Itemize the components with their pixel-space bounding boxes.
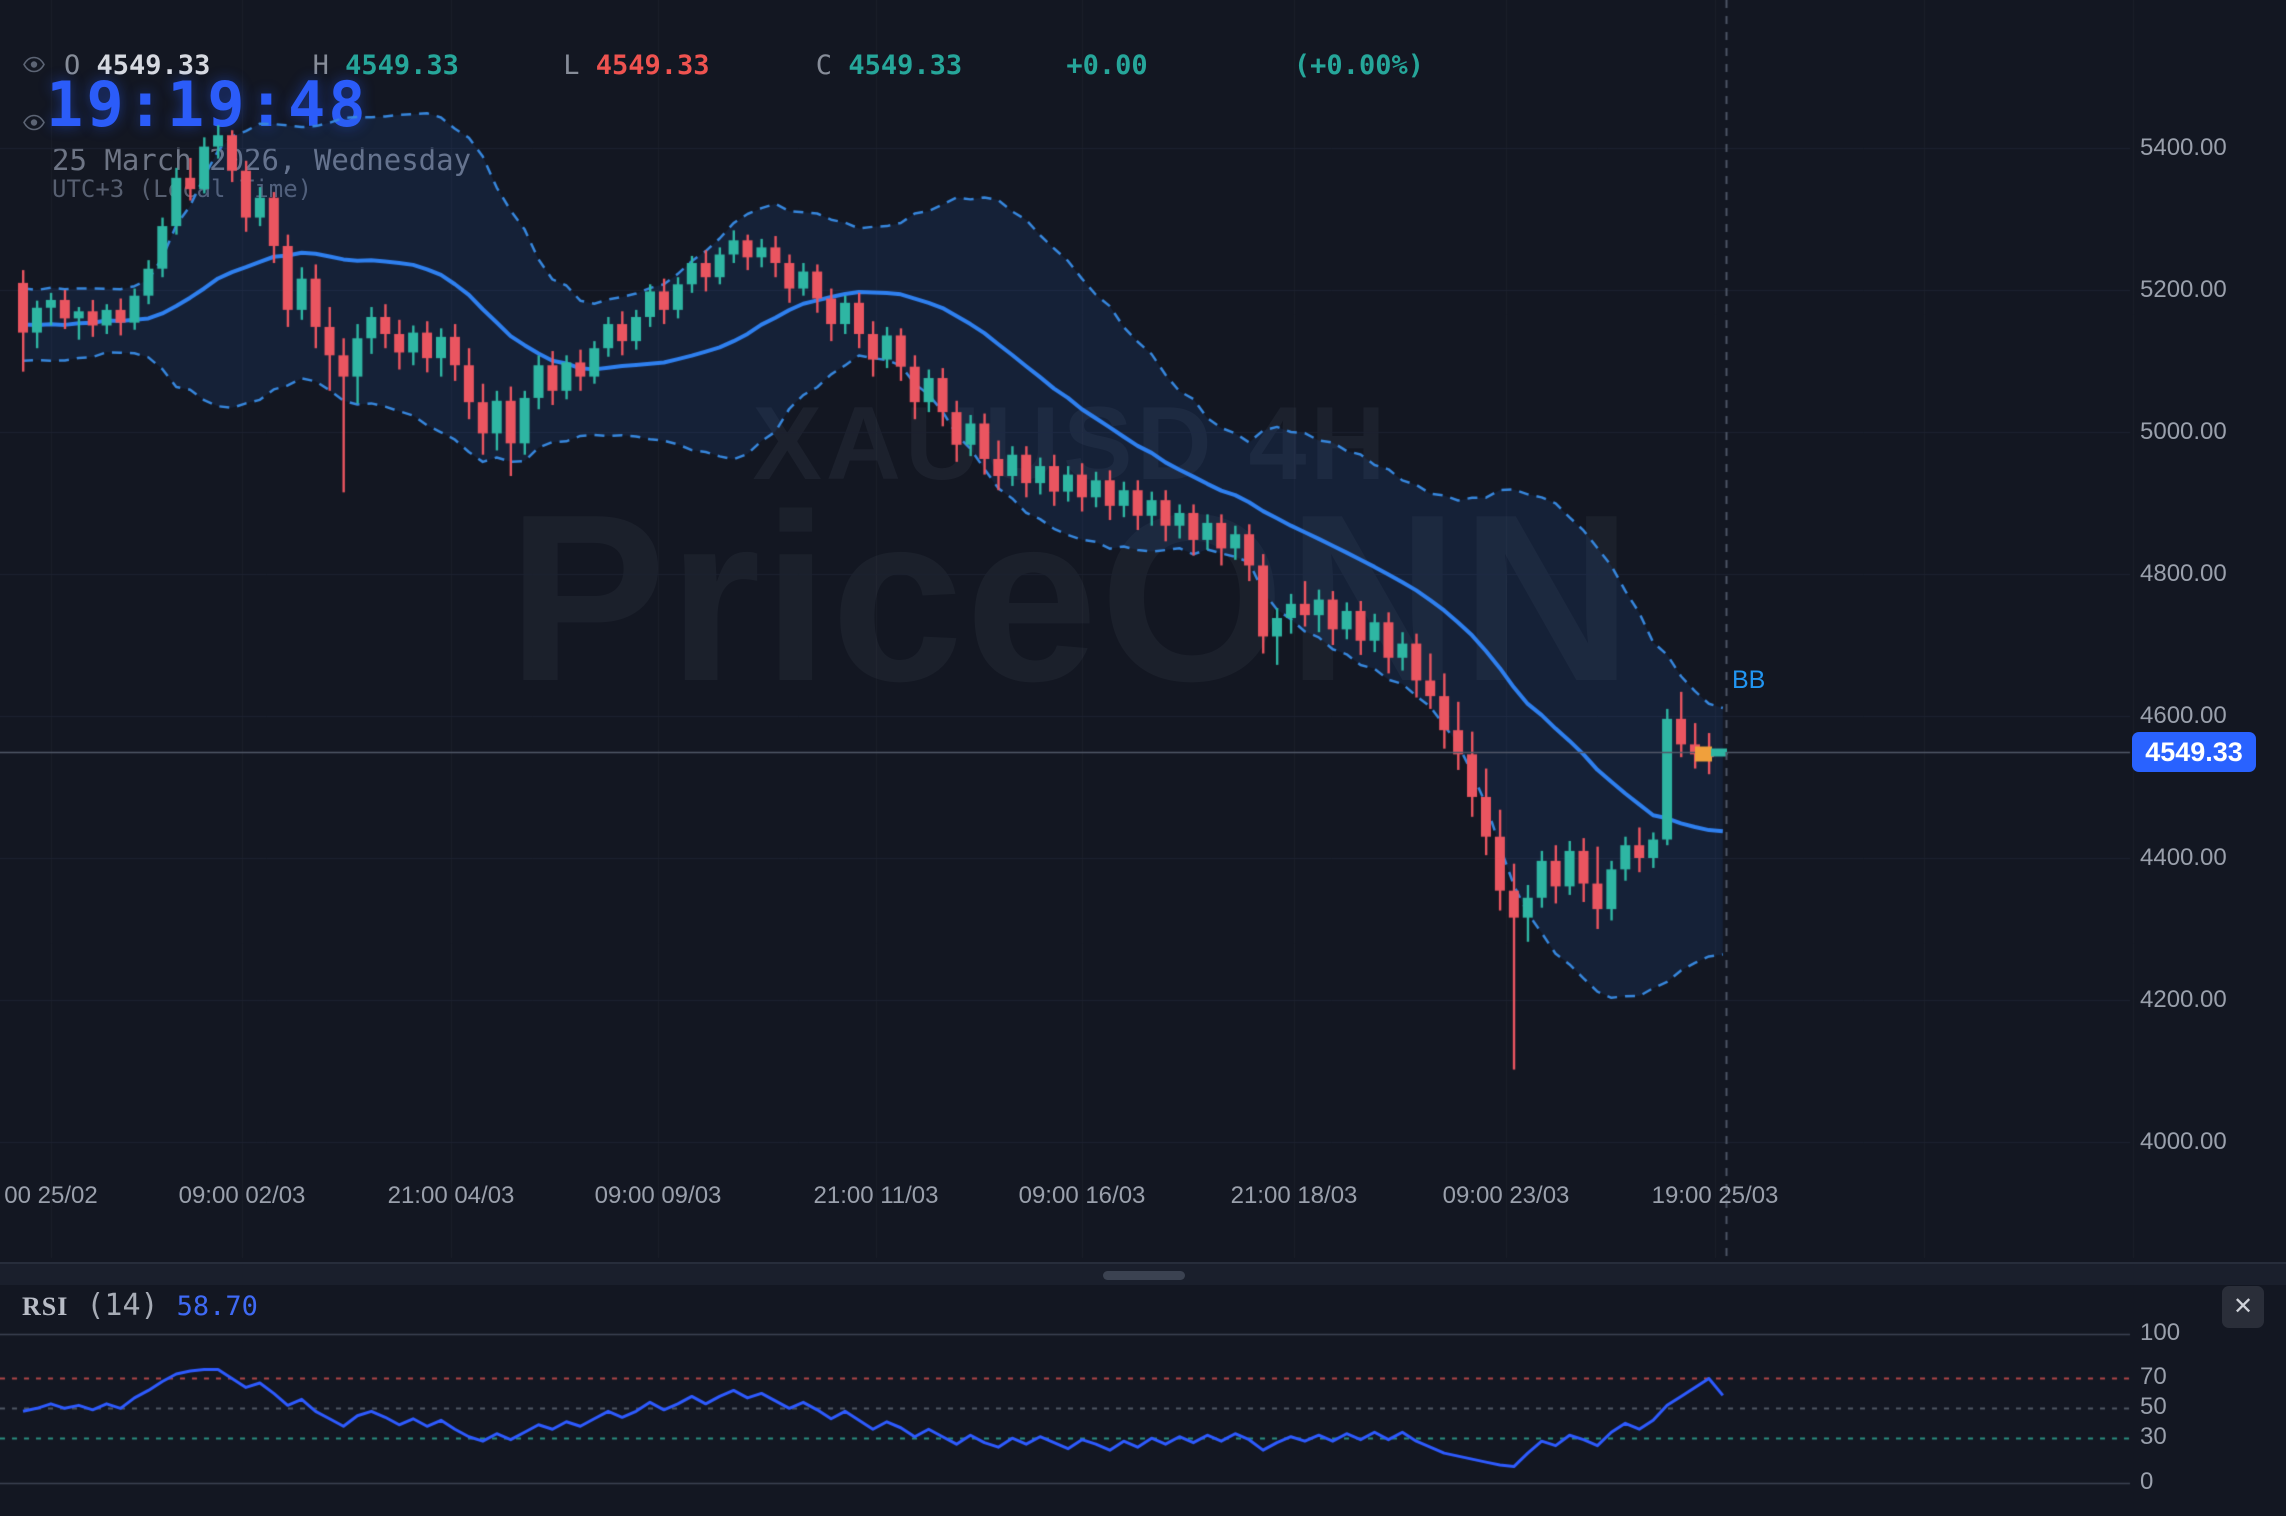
time-axis-label: 09:00 16/03 xyxy=(1018,1182,1146,1209)
price-axis-label: 4200.00 xyxy=(2140,986,2227,1013)
price-axis-label: 4000.00 xyxy=(2140,1128,2227,1155)
pane-resize-handle[interactable] xyxy=(1103,1271,1185,1280)
price-axis-label: 4800.00 xyxy=(2140,560,2227,587)
rsi-scale-label: 30 xyxy=(2140,1423,2167,1450)
rsi-period: (14) xyxy=(86,1288,159,1323)
time-axis-label: 09:00 23/03 xyxy=(1442,1182,1570,1209)
rsi-scale-label: 70 xyxy=(2140,1363,2167,1390)
price-axis-label: 4600.00 xyxy=(2140,702,2227,729)
rsi-title: RSI xyxy=(22,1292,69,1321)
price-axis-label: 5400.00 xyxy=(2140,134,2227,161)
time-axis-label: 21:00 11/03 xyxy=(813,1182,939,1209)
rsi-current-value: 58.70 xyxy=(176,1291,258,1322)
time-axis-label: 21:00 18/03 xyxy=(1230,1182,1358,1209)
price-axis-label: 5200.00 xyxy=(2140,276,2227,303)
bollinger-band-tag: BB xyxy=(1732,666,1766,694)
price-axis-label: 5000.00 xyxy=(2140,418,2227,445)
price-axis-label: 4400.00 xyxy=(2140,844,2227,871)
rsi-header: RSI (14) 58.70 xyxy=(22,1288,258,1323)
rsi-scale-label: 0 xyxy=(2140,1468,2154,1495)
time-axis-label: 19:00 25/03 xyxy=(1651,1182,1779,1209)
time-axis-label: 09:00 02/03 xyxy=(178,1182,306,1209)
time-axis-label: 00 25/02 xyxy=(4,1182,98,1209)
rsi-scale-label: 50 xyxy=(2140,1393,2167,1420)
rsi-scale-label: 100 xyxy=(2140,1319,2181,1346)
current-price-badge: 4549.33 xyxy=(2132,732,2256,772)
time-axis-label: 09:00 09/03 xyxy=(594,1182,722,1209)
rsi-close-button[interactable]: ✕ xyxy=(2222,1286,2264,1328)
time-axis-label: 21:00 04/03 xyxy=(387,1182,515,1209)
